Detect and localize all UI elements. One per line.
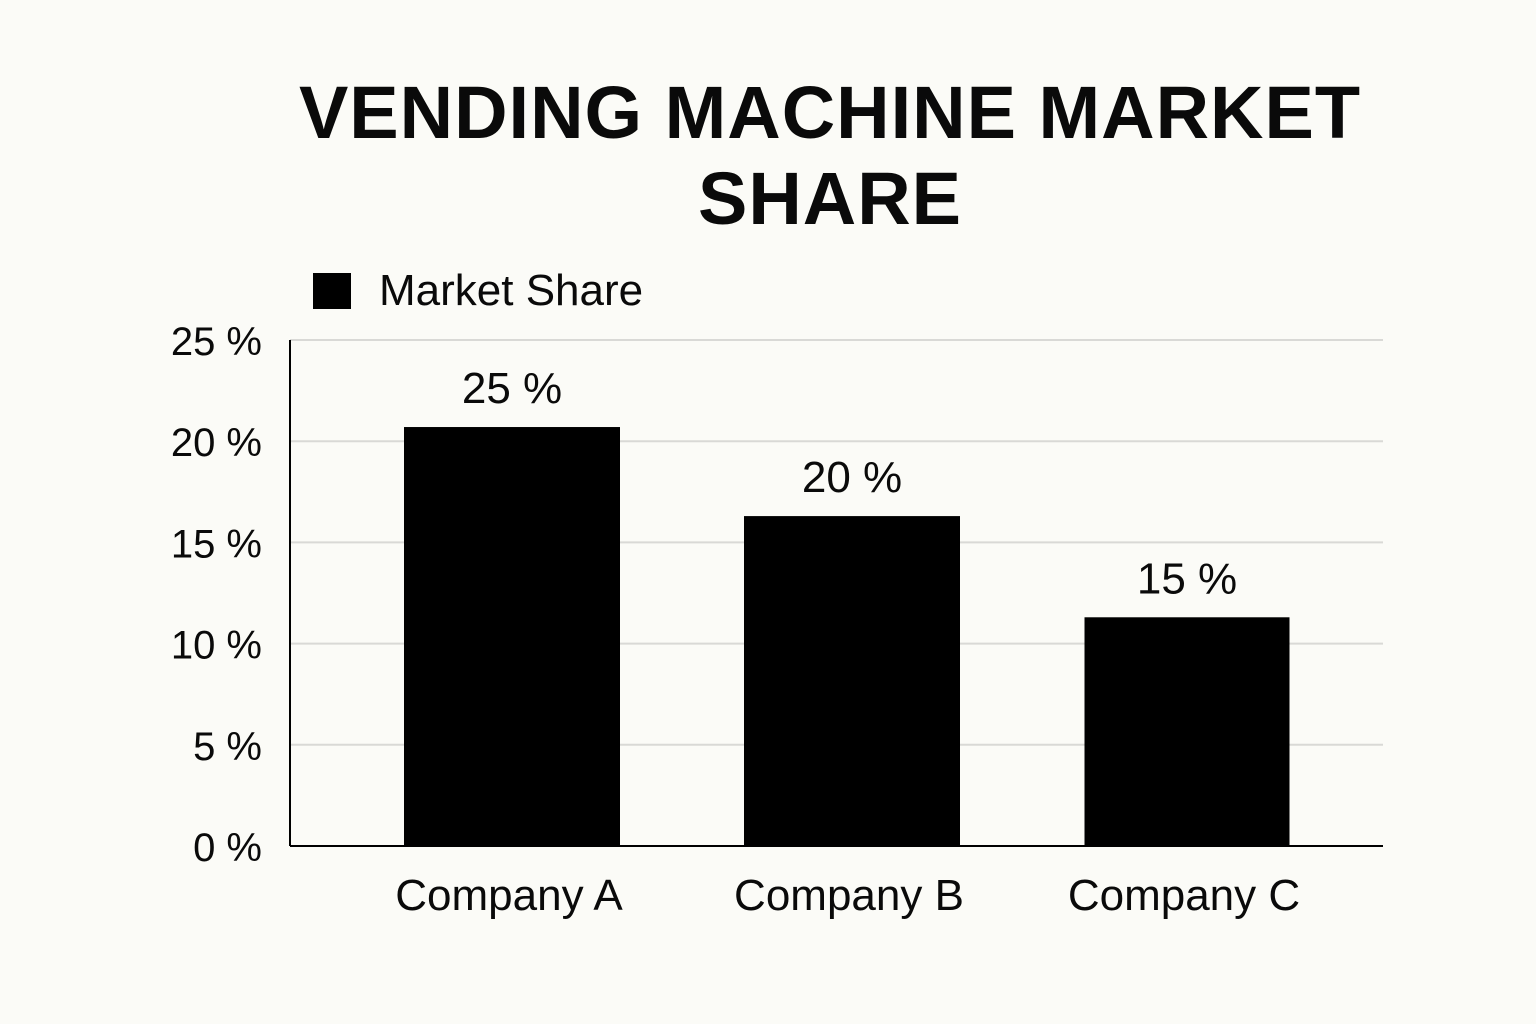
y-tick-label: 5 % xyxy=(193,725,262,769)
x-axis-labels: Company A Company B Company C xyxy=(395,871,1300,920)
bar-value-label: 25 % xyxy=(462,364,562,413)
bar-company-a xyxy=(404,427,620,846)
x-tick-label: Company A xyxy=(395,871,623,920)
y-tick-label: 25 % xyxy=(171,320,262,364)
legend: Market Share xyxy=(313,266,643,316)
x-tick-label: Company C xyxy=(1068,871,1300,920)
y-tick-label: 15 % xyxy=(171,522,262,566)
y-axis-ticks: 0 % 5 % 10 % 15 % 20 % 25 % xyxy=(171,320,262,870)
bar-value-label: 15 % xyxy=(1137,554,1237,603)
bar-value-label: 20 % xyxy=(802,453,902,502)
y-tick-label: 0 % xyxy=(193,826,262,870)
y-tick-label: 10 % xyxy=(171,624,262,668)
bar-value-labels: 25 % 20 % 15 % xyxy=(462,364,1237,603)
x-tick-label: Company B xyxy=(734,871,964,920)
bar-company-c xyxy=(1084,617,1290,846)
bars xyxy=(404,427,1290,846)
legend-label: Market Share xyxy=(379,266,644,315)
legend-swatch xyxy=(313,273,351,309)
bar-company-b xyxy=(744,516,960,846)
y-tick-label: 20 % xyxy=(171,421,262,465)
chart-title: VENDING MACHINE MARKET SHARE xyxy=(298,71,1362,240)
